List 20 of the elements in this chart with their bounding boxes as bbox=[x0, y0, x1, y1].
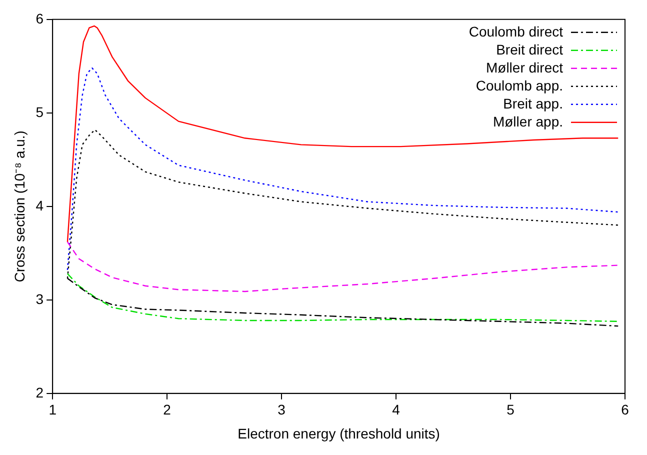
y-tick-label: 2 bbox=[36, 384, 44, 400]
x-tick-label: 1 bbox=[48, 402, 57, 418]
y-tick-label: 6 bbox=[36, 10, 44, 26]
y-tick-label: 3 bbox=[36, 290, 44, 307]
line-series bbox=[66, 241, 619, 292]
legend-label: Breit direct bbox=[496, 41, 564, 58]
x-tick-label: 3 bbox=[278, 402, 286, 418]
y-tick-label: 5 bbox=[36, 104, 44, 120]
x-tick-label: 2 bbox=[163, 402, 172, 418]
legend-label: Møller app. bbox=[492, 113, 563, 130]
x-axis-title: Electron energy (threshold units) bbox=[238, 425, 440, 442]
y-axis-title: Cross section (10⁻⁸ a.u.) bbox=[11, 130, 28, 282]
legend-label: Coulomb app. bbox=[476, 77, 563, 94]
legend-label: Breit app. bbox=[503, 95, 563, 112]
x-tick-label: 4 bbox=[392, 402, 400, 418]
x-tick-label: 6 bbox=[621, 402, 630, 418]
legend-label: Coulomb direct bbox=[468, 23, 564, 40]
x-tick-label: 5 bbox=[506, 402, 515, 418]
legend-label: Møller direct bbox=[486, 59, 564, 76]
y-tick-label: 4 bbox=[36, 197, 44, 214]
